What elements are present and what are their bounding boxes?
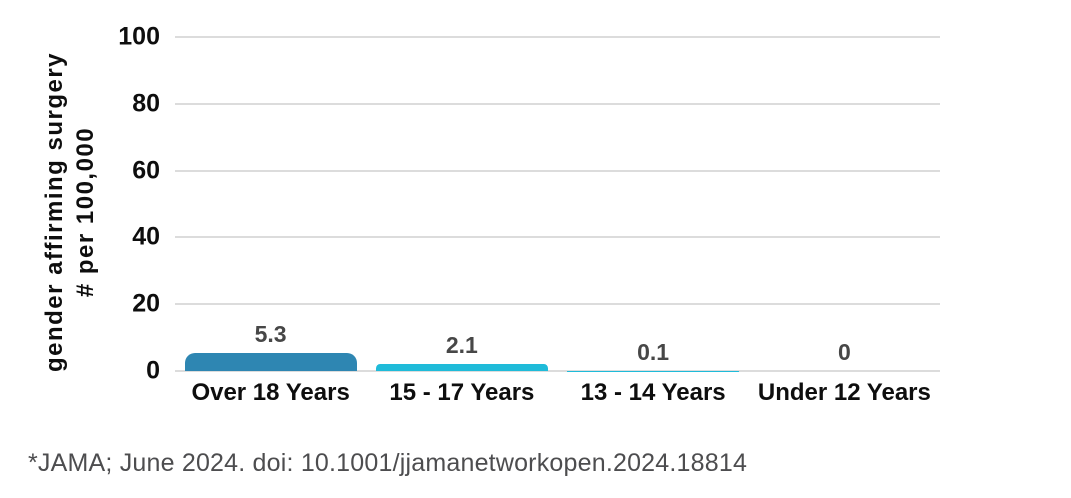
bar-column-15-17-years: 2.1: [366, 37, 557, 371]
x-axis-labels: Over 18 Years 15 - 17 Years 13 - 14 Years U…: [175, 379, 940, 407]
y-tick-label-60: 60: [132, 156, 160, 185]
gridline-0: [175, 370, 940, 372]
bar-column-over-18-years: 5.3: [175, 37, 366, 371]
bar-over-18-years: [184, 353, 357, 371]
y-tick-label-0: 0: [146, 356, 160, 385]
gridline-80: [175, 102, 940, 105]
y-axis-label-line1: gender affirming surgery: [41, 51, 68, 373]
x-axis-label-under-12-years: Under 12 Years: [757, 379, 931, 406]
gridline-100: [175, 36, 940, 38]
y-tick-label-40: 40: [132, 222, 160, 251]
y-tick-label-80: 80: [132, 89, 160, 118]
x-axis-label-over-18-years: Over 18 Years: [191, 379, 350, 406]
bar-value-label-13-14-years: 0.1: [637, 338, 670, 365]
plot-area: 0 20 40 60 80 100 5.3 2.1 0.1 0: [118, 24, 940, 383]
x-axis-label-15-17-years: 15 - 17 Years: [389, 379, 535, 406]
gridline-60: [175, 169, 940, 172]
y-tick-label-100: 100: [118, 22, 160, 51]
gridline-40: [175, 236, 940, 239]
gridline-20: [175, 303, 940, 306]
bar-value-label-under-12-years: 0: [837, 339, 851, 365]
bar-15-17-years: [375, 364, 548, 371]
bar-value-label-15-17-years: 2.1: [445, 332, 478, 358]
bar-columns: 5.3 2.1 0.1 0: [175, 37, 940, 371]
bar-column-13-14-years: 0.1: [558, 37, 749, 371]
x-axis-label-13-14-years: 13 - 14 Years: [580, 379, 726, 406]
y-tick-label-20: 20: [132, 289, 160, 318]
source-note: *JAMA; June 2024. doi: 10.1001/jjamanetw…: [28, 449, 748, 477]
bar-value-label-over-18-years: 5.3: [254, 321, 287, 348]
bar-column-under-12-years: 0: [749, 37, 940, 371]
